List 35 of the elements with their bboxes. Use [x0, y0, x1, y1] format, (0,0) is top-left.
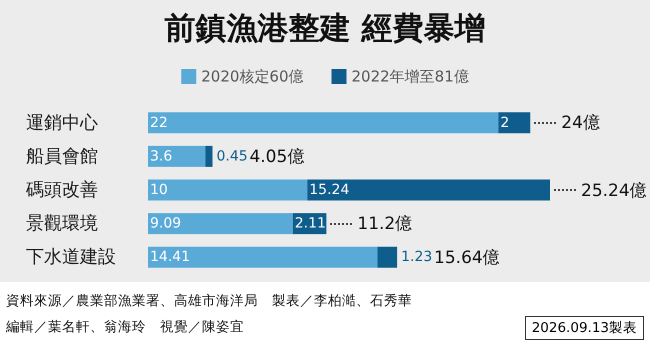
total-label: 4.05億	[249, 146, 304, 168]
data-label: 22	[150, 114, 168, 131]
text: 2026.09.13製表	[524, 316, 644, 340]
total-label: 11.2億	[357, 213, 412, 236]
y-tick-label: 運銷中心	[26, 112, 98, 134]
y-tick-label: 景觀環境	[26, 213, 98, 234]
bar	[307, 180, 550, 200]
data-label: 14.41	[150, 249, 190, 266]
data-label: 10	[150, 182, 168, 198]
bar	[148, 246, 378, 268]
y-tick-label: 碼頭改善	[25, 180, 98, 200]
data-label: 3.6	[150, 148, 172, 164]
bar	[498, 112, 530, 134]
total-label: 24億	[561, 112, 600, 134]
bar	[148, 112, 498, 134]
total-label: 25.24億	[581, 180, 647, 202]
legend-label: 2020核定60億	[201, 68, 304, 86]
text: 編輯／葉名軒、翁海玲 視覺／陳姿宜	[6, 319, 244, 335]
chart-title: 前鎮漁港整建 經費暴增	[164, 10, 486, 46]
data-label: 9.09	[150, 216, 182, 232]
data-label: 15.24	[309, 182, 350, 198]
y-tick-label: 船員會館	[26, 146, 98, 167]
bar	[378, 246, 398, 268]
bar	[205, 146, 213, 167]
total-label: 15.64億	[434, 246, 500, 269]
data-label: 2.11	[294, 216, 326, 232]
data-label: 2	[500, 114, 510, 131]
data-label: 0.45	[216, 148, 248, 164]
data-label: 1.23	[401, 249, 432, 266]
bar	[148, 146, 206, 167]
y-tick-label: 下水道建設	[26, 246, 116, 268]
bar	[148, 180, 308, 200]
legend-label: 2022年增至81億	[352, 68, 469, 86]
bar	[148, 213, 293, 234]
source-note: 資料來源／農業部漁業署、高雄市海洋局 製表／李柏澔、石秀華	[6, 292, 413, 311]
